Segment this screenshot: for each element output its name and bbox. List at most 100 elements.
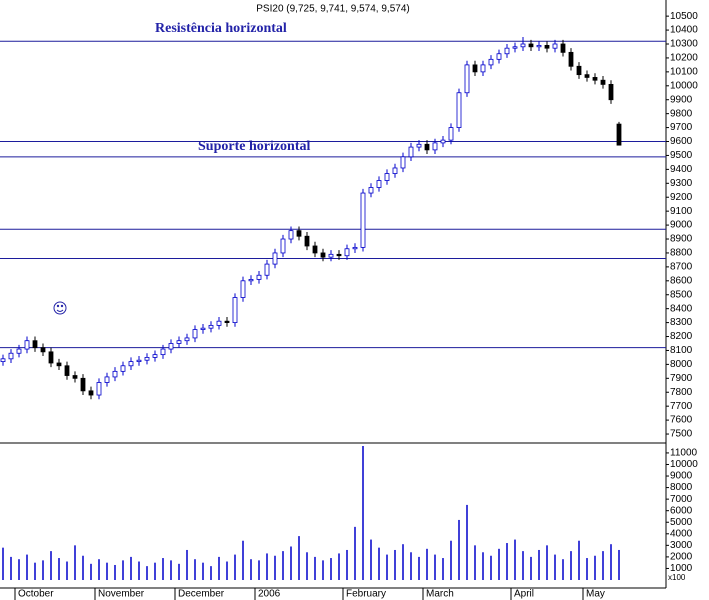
volume-bar (362, 446, 364, 580)
y-tick-label: 9200 (670, 192, 693, 203)
volume-bar (458, 519, 460, 580)
y-tick-label: 7700 (670, 401, 693, 412)
y-tick-label: 5000 (670, 517, 693, 528)
volume-bar (338, 553, 340, 580)
volume-bar (386, 554, 388, 580)
candle-body (344, 248, 350, 257)
y-tick-label: 8300 (670, 317, 693, 328)
candle-body (304, 235, 310, 247)
candle-body (464, 64, 470, 94)
y-tick-label: 10300 (670, 39, 698, 50)
volume-bar (234, 554, 236, 580)
candle-body (120, 365, 126, 372)
y-tick-label: 9800 (670, 108, 693, 119)
candle-body (256, 274, 262, 280)
volume-bar (186, 549, 188, 580)
candle-body (32, 340, 38, 349)
y-tick-label: 8000 (670, 482, 693, 493)
candle-body (360, 192, 366, 248)
volume-bar (554, 554, 556, 580)
y-tick-label: 10500 (670, 11, 698, 22)
y-tick-label: 3000 (670, 540, 693, 551)
volume-bar (114, 564, 116, 580)
candle-body (400, 156, 406, 169)
candle-body (424, 143, 430, 151)
candle-body (16, 348, 22, 354)
annotation: Suporte horizontal (198, 139, 311, 154)
volume-bar (498, 548, 500, 580)
candle-body (88, 390, 94, 396)
y-tick-label: 8800 (670, 248, 693, 259)
volume-bar (10, 556, 12, 580)
x-tick-label: November (98, 589, 145, 600)
y-tick-label: 9000 (670, 220, 693, 231)
candle-body (192, 329, 198, 339)
volume-bar (226, 561, 228, 580)
volume-bar (282, 551, 284, 580)
candle-body (560, 43, 566, 53)
volume-bar (602, 551, 604, 580)
y-tick-label: 8200 (670, 331, 693, 342)
y-tick-label: 8000 (670, 359, 693, 370)
y-tick-label: 11000 (670, 448, 698, 459)
candle-body (240, 280, 246, 298)
candle-body (216, 320, 222, 326)
volume-bar (354, 526, 356, 580)
volume-bar (442, 558, 444, 580)
candle-body (272, 252, 278, 265)
candle-body (584, 74, 590, 78)
volume-bar (346, 549, 348, 580)
candle-body (440, 139, 446, 144)
volume-bar (170, 560, 172, 580)
volume-bar (370, 539, 372, 580)
candle-body (136, 359, 142, 363)
y-tick-label: 6000 (670, 505, 693, 516)
chart-title: PSI20 (9,725, 9,741, 9,574, 9,574) (256, 4, 409, 15)
candle-body (184, 337, 190, 342)
volume-bar (218, 556, 220, 580)
candle-body (568, 51, 574, 67)
volume-bar (330, 558, 332, 580)
y-tick-label: 10100 (670, 67, 698, 78)
y-tick-label: 7000 (670, 494, 693, 505)
volume-bar (466, 504, 468, 580)
volume-bar (250, 559, 252, 580)
candle-body (592, 77, 598, 81)
volume-bar (122, 560, 124, 580)
candle-body (72, 375, 78, 379)
volume-bar (410, 552, 412, 580)
y-tick-label: 7600 (670, 415, 693, 426)
candle-body (448, 127, 454, 141)
candle-body (48, 351, 54, 364)
volume-bar (538, 549, 540, 580)
volume-bar (274, 555, 276, 580)
candle-body (408, 146, 414, 158)
volume-bar (66, 561, 68, 580)
y-tick-label: 8900 (670, 234, 693, 245)
volume-bar (258, 560, 260, 580)
y-tick-label: 10400 (670, 25, 698, 36)
volume-bar (322, 560, 324, 580)
candle-body (288, 230, 294, 240)
candle-body (552, 43, 558, 49)
candle-body (104, 376, 110, 383)
x-tick-label: December (178, 589, 225, 600)
candle-body (496, 53, 502, 60)
y-tick-label: 9400 (670, 164, 693, 175)
candle-body (40, 347, 46, 353)
candle-body (456, 92, 462, 128)
volume-bar (74, 545, 76, 580)
y-tick-label: 9600 (670, 136, 693, 147)
volume-bar (34, 562, 36, 580)
y-tick-label: 8600 (670, 275, 693, 286)
volume-bar (298, 536, 300, 580)
candle-body (536, 44, 542, 48)
volume-bar (578, 540, 580, 580)
y-tick-label: 9000 (670, 471, 693, 482)
volume-bar (482, 552, 484, 580)
candle-body (416, 143, 422, 148)
volume-bar (42, 560, 44, 580)
candle-body (224, 320, 230, 323)
candle-body (336, 253, 342, 257)
candle-body (96, 382, 102, 396)
